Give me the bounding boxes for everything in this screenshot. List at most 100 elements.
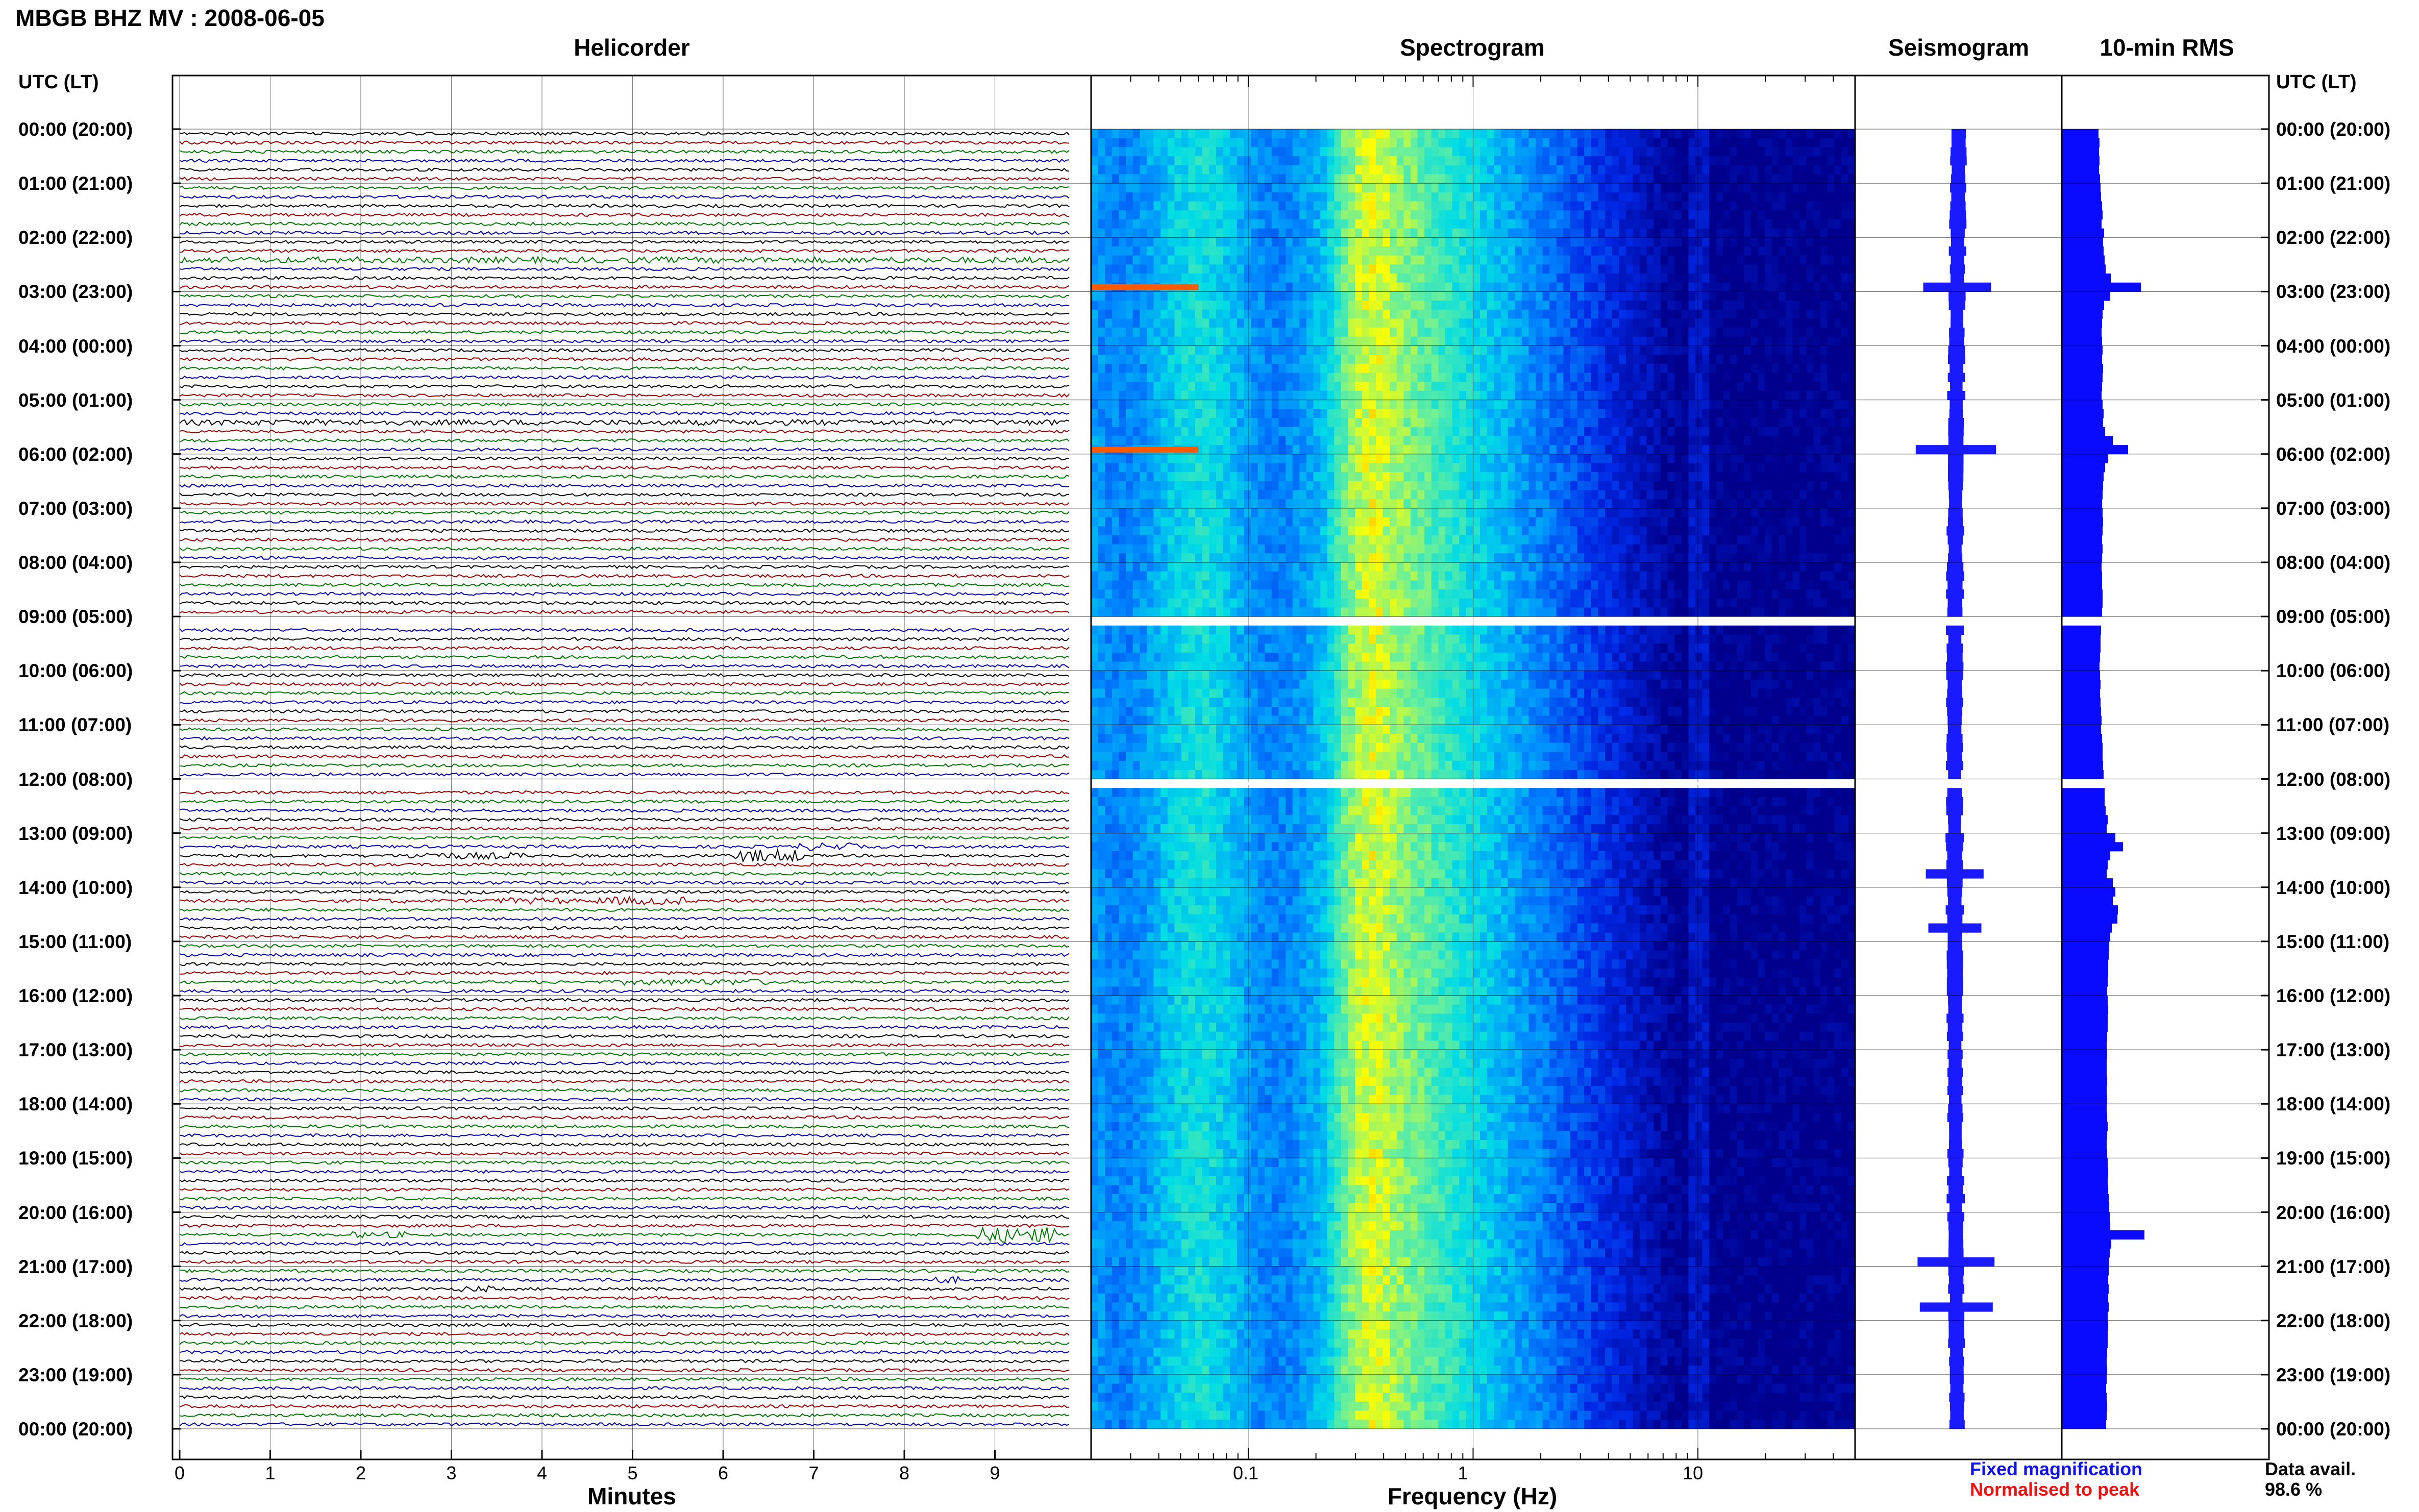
seismogram-segment [1950,264,1965,274]
time-label-right: 11:00 (07:00) [2276,714,2389,736]
helicorder-trace [180,1369,1069,1372]
rms-bar [2062,716,2102,725]
rms-bar [2062,1294,2108,1303]
seismogram-segment [1949,364,1963,373]
helicorder-trace [180,177,1069,180]
rms-bar [2062,878,2113,887]
spectrogram-highlight [1091,284,1198,290]
helicorder-trace [180,484,1069,487]
helicorder-trace [180,746,1069,749]
seismogram-segment [1949,1357,1964,1366]
seismogram-segment [1948,346,1965,355]
seismogram-segment [1951,1384,1964,1393]
time-label-right: 05:00 (01:00) [2276,390,2390,411]
helicorder-trace [180,150,1069,153]
spectrogram-x-tick: 0.1 [1233,1463,1258,1484]
helicorder-trace [180,385,1069,388]
seismogram-segment [1948,1185,1963,1194]
seismogram-segment [1948,427,1964,436]
time-label-right: 17:00 (13:00) [2276,1039,2390,1061]
seismogram-segment [1951,274,1964,283]
rms-bar [2062,1068,2107,1077]
helicorder-trace [180,843,1069,851]
helicorder-x-tick: 0 [175,1463,185,1484]
rms-bar [2062,409,2104,418]
time-label-left: 10:00 (06:00) [18,660,133,682]
helicorder-trace [180,872,1069,875]
seismogram-segment [1948,815,1961,824]
time-label-right: 10:00 (06:00) [2276,660,2390,682]
helicorder-trace [180,231,1069,234]
seismogram-segment [1948,725,1962,734]
rms-bar [2062,526,2103,535]
helicorder-trace [180,565,1069,568]
seismogram-segment [1948,1221,1963,1230]
rms-bar [2062,463,2105,472]
rms-bar [2062,274,2111,283]
helicorder-trace [180,168,1069,171]
rms-bar [2062,562,2102,572]
rms-bar [2062,806,2106,815]
rms-bar [2062,707,2101,716]
helicorder-trace [180,629,1069,632]
seismogram-segment [1946,526,1964,535]
helicorder-trace [180,1125,1069,1128]
rms-bar [2062,996,2108,1005]
rms-bar [2062,1086,2107,1095]
rms-bar [2062,680,2101,689]
time-label-left: 11:00 (07:00) [18,714,132,736]
helicorder-trace [180,313,1069,316]
helicorder-trace [180,430,1069,433]
helicorder-trace [180,1116,1069,1119]
helicorder-trace [180,1179,1069,1182]
rms-bar [2062,1122,2108,1131]
seismogram-segment [1949,1095,1962,1104]
helicorder-trace [180,1089,1069,1092]
seismogram-segment [1948,535,1963,544]
helicorder-trace [180,250,1069,253]
helicorder-trace [180,1080,1069,1083]
rms-bar [2062,364,2103,373]
rms-bar [2062,824,2107,833]
helicorder-trace [180,159,1069,162]
rms-bar [2062,932,2110,941]
helicorder-trace [180,1359,1069,1362]
seismogram-segment [1946,905,1964,914]
seismogram-segment [1948,1005,1962,1014]
seismogram-segment [1946,662,1963,671]
helicorder-trace [180,556,1069,559]
helicorder-x-tick: 3 [447,1463,457,1484]
helicorder-trace [180,1098,1069,1101]
time-label-left: 21:00 (17:00) [18,1256,133,1278]
time-label-right: 06:00 (02:00) [2276,444,2390,465]
seismogram-segment [1949,1230,1963,1240]
seismogram-segment [1949,499,1962,508]
rms-bar [2062,183,2101,192]
helicorder-trace [180,1053,1069,1056]
seismogram-segment [1947,978,1963,987]
seismogram-segment [1950,1402,1964,1411]
seismogram-segment [1949,301,1965,310]
rms-bar [2062,1393,2107,1402]
rms-bar [2062,1230,2144,1240]
seismogram-segment [1952,192,1965,202]
rms-bar [2062,896,2113,905]
rms-bar [2062,481,2103,490]
helicorder-trace [180,1332,1069,1335]
helicorder-trace [180,1315,1069,1318]
rms-bar [2062,725,2101,734]
helicorder-trace [180,989,1069,993]
seismogram-segment [1947,951,1963,960]
spectrogram-x-tick: 1 [1458,1463,1468,1484]
time-label-left: 00:00 (20:00) [18,1419,133,1440]
seismogram-segment [1948,1158,1963,1167]
helicorder-trace [180,294,1069,298]
seismogram-segment [1947,1212,1964,1222]
rms-bar [2062,851,2110,860]
rms-bar [2062,671,2100,680]
seismogram-segment [1947,1050,1963,1059]
rms-bar [2062,1095,2107,1104]
time-label-left: 05:00 (01:00) [18,390,133,411]
helicorder-trace [180,502,1069,505]
seismogram-segment [1948,599,1963,608]
